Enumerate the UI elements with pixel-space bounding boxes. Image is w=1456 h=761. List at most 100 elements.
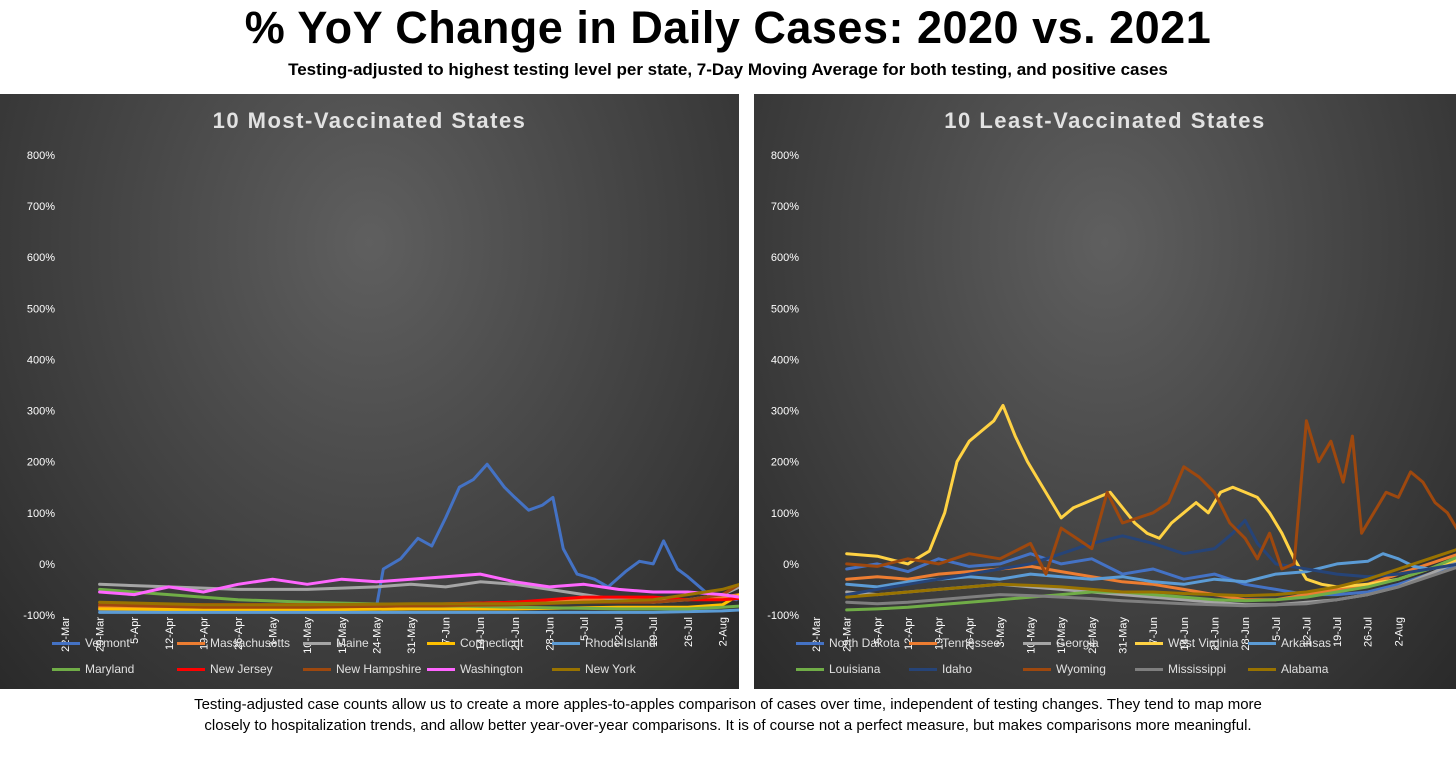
chart-subtitle: Testing-adjusted to highest testing leve… xyxy=(288,60,1168,79)
legend-item-new-york: New York xyxy=(552,661,636,677)
x-tick-label: 26-Apr xyxy=(964,617,976,650)
legend-label: Louisiana xyxy=(829,662,881,676)
y-tick-label: 500% xyxy=(27,303,55,315)
legend-swatch xyxy=(177,641,205,645)
legend-item-new-jersey: New Jersey xyxy=(177,661,273,677)
legend-item-connecticut: Connecticut xyxy=(427,635,523,651)
series-line-connecticut xyxy=(98,593,739,612)
legend-label: Tennessee xyxy=(942,636,1001,650)
legend-swatch xyxy=(909,641,937,645)
legend-item-west-virginia: West Virginia xyxy=(1135,635,1238,651)
y-tick-label: 400% xyxy=(27,354,55,366)
x-tick-label: 5-Apr xyxy=(872,617,884,644)
legend-swatch xyxy=(1023,641,1051,645)
x-tick-label: 5-Apr xyxy=(129,617,141,644)
x-tick-label: 7-Jun xyxy=(1148,617,1160,645)
legend-most-vaccinated: Vermont Massachusetts Maine Connecticut Rhod… xyxy=(0,634,739,684)
legend-swatch xyxy=(1135,641,1163,645)
legend-label: Idaho xyxy=(942,662,973,676)
legend-swatch xyxy=(1135,667,1163,671)
y-tick-label: 100% xyxy=(27,508,55,520)
x-tick-label: 21-Jun xyxy=(1209,617,1221,651)
legend-label: Mississippi xyxy=(1168,662,1227,676)
series-line-vermont xyxy=(98,462,739,613)
legend-label: New York xyxy=(585,662,636,676)
legend-label: New Jersey xyxy=(210,662,273,676)
x-tick-label: 17-May xyxy=(337,617,349,654)
legend-item-vermont: Vermont xyxy=(52,635,130,651)
series-line-washington xyxy=(98,572,739,599)
x-tick-label: 24-May xyxy=(1087,617,1099,654)
series-line-alabama xyxy=(845,548,1456,599)
series-line-massachusetts xyxy=(98,593,739,609)
legend-swatch xyxy=(1248,667,1276,671)
legend-label: Vermont xyxy=(85,636,130,650)
legend-label: Washington xyxy=(460,662,523,676)
legend-item-mississippi: Mississippi xyxy=(1135,661,1226,677)
x-tick-label: 26-Apr xyxy=(233,617,245,650)
y-tick-label: 600% xyxy=(771,252,799,264)
x-tick-label: 3-May xyxy=(995,617,1007,648)
legend-item-north-dakota: North Dakota xyxy=(796,635,900,651)
series-line-rhode-island xyxy=(98,608,739,614)
legend-swatch xyxy=(177,667,205,671)
x-tick-label: 14-Jun xyxy=(1179,617,1191,651)
legend-item-new-hampshire: New Hampshire xyxy=(303,661,421,677)
y-tick-label: -100% xyxy=(767,610,799,622)
footnote-line: closely to hospitalization trends, and a… xyxy=(204,717,1252,734)
series-line-louisiana xyxy=(845,556,1456,612)
y-tick-label: 0% xyxy=(783,559,799,571)
series-line-new-york xyxy=(98,582,739,607)
y-tick-label: 700% xyxy=(771,201,799,213)
x-tick-label: 12-Apr xyxy=(164,617,176,650)
x-tick-label: 19-Jul xyxy=(1332,617,1344,647)
y-tick-label: 0% xyxy=(39,559,55,571)
legend-item-massachusetts: Massachusetts xyxy=(177,635,290,651)
legend-swatch xyxy=(552,641,580,645)
legend-item-maryland: Maryland xyxy=(52,661,134,677)
x-tick-label: 21-Jun xyxy=(510,617,522,651)
x-tick-label: 26-Jul xyxy=(1363,617,1375,647)
x-tick-label: 31-May xyxy=(406,617,418,654)
legend-label: Arkansas xyxy=(1281,636,1332,650)
x-tick-label: 5-Jul xyxy=(579,617,591,641)
series-line-new-hampshire xyxy=(98,583,739,609)
legend-label: Rhode Island xyxy=(585,636,656,650)
legend-swatch xyxy=(1023,667,1051,671)
series-line-wyoming xyxy=(845,419,1456,576)
y-tick-label: 300% xyxy=(771,406,799,418)
legend-least-vaccinated: North Dakota Tennessee Georgia West Virgini… xyxy=(754,634,1456,684)
legend-item-arkansas: Arkansas xyxy=(1248,635,1331,651)
y-tick-label: 500% xyxy=(771,303,799,315)
y-tick-label: 800% xyxy=(771,150,799,162)
x-tick-label: 2-Aug xyxy=(1393,617,1405,646)
legend-label: Maine xyxy=(336,636,369,650)
legend-item-louisiana: Louisiana xyxy=(796,661,880,677)
y-tick-label: 700% xyxy=(27,201,55,213)
panel-title: 10 Least-Vaccinated States xyxy=(944,108,1266,133)
series-line-arkansas xyxy=(845,552,1456,589)
x-tick-label: 5-Jul xyxy=(1271,617,1283,641)
x-tick-label: 17-May xyxy=(1056,617,1068,654)
line-chart-most-vaccinated: -100% 0% 100% 200% 300% 400% 500% 600% 700% 800% 2… xyxy=(23,150,739,654)
x-tick-label: 7-Jun xyxy=(441,617,453,645)
x-tick-label: 19-Jul xyxy=(648,617,660,647)
x-tick-label: 31-May xyxy=(1118,617,1130,654)
legend-item-rhode-island: Rhode Island xyxy=(552,635,656,651)
legend-item-georgia: Georgia xyxy=(1023,635,1099,651)
legend-swatch xyxy=(303,667,331,671)
x-tick-label: 12-Jul xyxy=(614,617,626,647)
x-tick-label: 26-Jul xyxy=(683,617,695,647)
panel-least-vaccinated: 10 Least-Vaccinated States -100% 0% 100% 20… xyxy=(754,94,1456,689)
y-tick-label: 400% xyxy=(771,354,799,366)
legend-swatch xyxy=(52,667,80,671)
legend-label: Georgia xyxy=(1056,636,1099,650)
legend-item-washington: Washington xyxy=(427,661,523,677)
legend-swatch xyxy=(427,641,455,645)
legend-swatch xyxy=(909,667,937,671)
y-tick-label: 200% xyxy=(771,457,799,469)
x-tick-label: 2-Aug xyxy=(717,617,729,646)
y-tick-label: -100% xyxy=(23,610,55,622)
y-tick-label: 800% xyxy=(27,150,55,162)
panel-most-vaccinated: 10 Most-Vaccinated States -100% 0% 100% 200… xyxy=(0,94,739,689)
